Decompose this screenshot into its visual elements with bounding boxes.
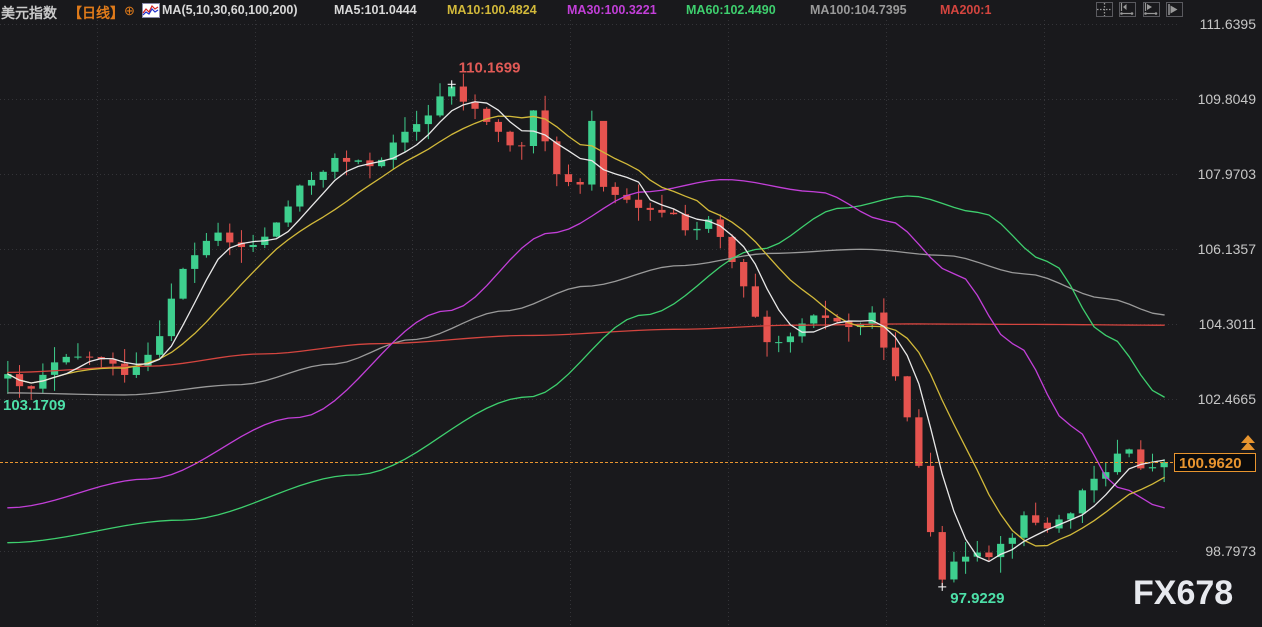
svg-text:110.1699: 110.1699: [459, 59, 521, 76]
svg-text:103.1709: 103.1709: [3, 397, 66, 414]
svg-text:97.9229: 97.9229: [950, 590, 1004, 607]
